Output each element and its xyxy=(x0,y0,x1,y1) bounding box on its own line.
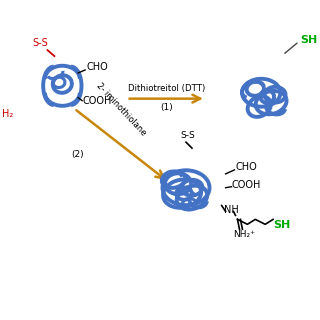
Text: Dithiotreitol (DTT): Dithiotreitol (DTT) xyxy=(128,84,205,93)
Text: COOH: COOH xyxy=(82,96,111,106)
Text: (1): (1) xyxy=(160,103,172,112)
Text: S-S: S-S xyxy=(33,38,48,48)
Text: CHO: CHO xyxy=(86,62,108,72)
Text: H₂: H₂ xyxy=(2,109,13,119)
Text: (2): (2) xyxy=(71,150,84,159)
Text: NH₂⁺: NH₂⁺ xyxy=(234,230,255,239)
Text: S-S: S-S xyxy=(180,131,195,140)
Text: CHO: CHO xyxy=(236,162,257,172)
Text: COOH: COOH xyxy=(232,180,261,190)
Text: SH: SH xyxy=(300,35,317,45)
Text: 2- iminothiolane: 2- iminothiolane xyxy=(95,81,148,137)
Text: SH: SH xyxy=(273,220,290,230)
Text: NH: NH xyxy=(224,205,238,215)
